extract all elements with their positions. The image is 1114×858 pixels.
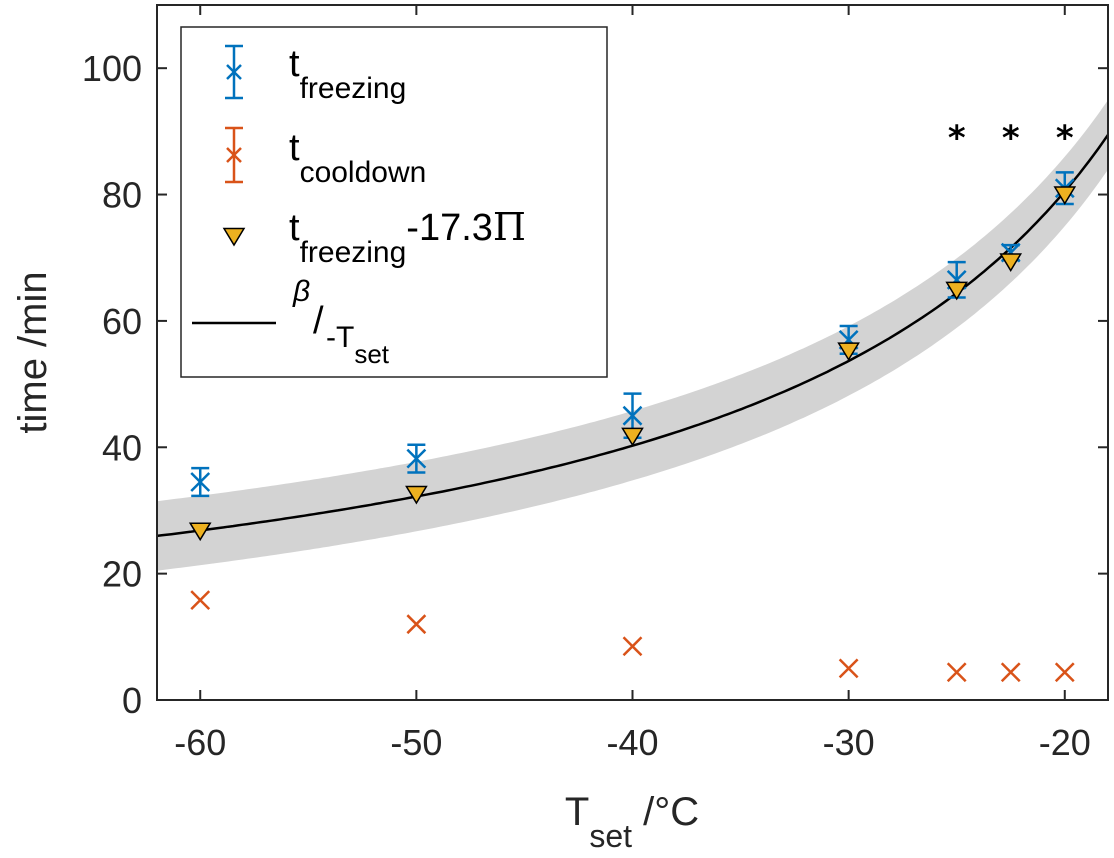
x-stroke bbox=[622, 636, 643, 657]
legend-label-corrected-symbol: Π bbox=[493, 205, 526, 249]
legend-label-fit-beta: β bbox=[292, 275, 310, 308]
legend-label-corrected-sub: freezing bbox=[300, 236, 407, 269]
x-axis-label-sub: set bbox=[589, 818, 632, 854]
y-tick-label: 40 bbox=[102, 427, 142, 468]
cooldown-point bbox=[406, 614, 427, 635]
x-axis-label: Tset /°C bbox=[565, 790, 699, 854]
legend-box bbox=[180, 26, 608, 378]
y-tick-label: 60 bbox=[102, 301, 142, 342]
cooldown-point bbox=[946, 662, 967, 683]
corrected-point bbox=[999, 253, 1023, 272]
legend-label-fit-set: set bbox=[354, 339, 389, 369]
cooldown-point bbox=[1000, 662, 1021, 683]
legend-label-fit-minus-t: -T bbox=[326, 321, 354, 354]
legend-label-cooldown-sub: cooldown bbox=[300, 156, 427, 189]
x-tick-label: -60 bbox=[174, 722, 226, 763]
x-axis-label-unit: /°C bbox=[632, 790, 699, 834]
legend-label-corrected-main: t bbox=[289, 207, 300, 249]
x-stroke bbox=[406, 448, 427, 469]
cooldown-point bbox=[190, 590, 211, 611]
corrected-point bbox=[837, 342, 860, 362]
axes-layer: -60 -50 -40 -30 -20 0 20 40 60 80 100 Tset /°C time … bbox=[11, 4, 1109, 854]
significance-star: * bbox=[1002, 118, 1020, 158]
y-tick-label: 100 bbox=[82, 48, 142, 89]
legend-label-fit-slash: / bbox=[313, 300, 324, 342]
x-stroke bbox=[1000, 662, 1021, 683]
annotations-layer: * * * bbox=[948, 118, 1074, 158]
legend-label-cooldown-main: t bbox=[289, 127, 300, 169]
legend-cooldown-x bbox=[226, 147, 242, 163]
cooldown-point bbox=[622, 636, 643, 657]
significance-star: * bbox=[948, 118, 966, 158]
freezing-point bbox=[406, 448, 427, 469]
significance-star: * bbox=[1056, 118, 1074, 158]
x-stroke bbox=[226, 147, 242, 163]
legend-label-freezing-sub: freezing bbox=[300, 72, 407, 105]
x-tick-label: -30 bbox=[823, 722, 875, 763]
legend-label-corrected: tfreezing-17.3Π bbox=[289, 205, 526, 269]
x-tick-label: -50 bbox=[390, 722, 442, 763]
x-stroke bbox=[946, 662, 967, 683]
data-marks-layer bbox=[188, 171, 1077, 683]
cooldown-point bbox=[838, 658, 859, 679]
x-stroke bbox=[1054, 662, 1075, 683]
corrected-point bbox=[405, 485, 428, 505]
legend-label-cooldown: tcooldown bbox=[289, 127, 426, 189]
corrected-point bbox=[1053, 186, 1077, 205]
x-stroke bbox=[190, 590, 211, 611]
x-stroke bbox=[226, 64, 242, 80]
x-tick-label: -40 bbox=[606, 722, 658, 763]
y-tick-label: 20 bbox=[102, 554, 142, 595]
freezing-point bbox=[622, 405, 643, 426]
legend-label-corrected-suffix: -17.3 bbox=[406, 207, 493, 249]
corrected-point bbox=[945, 281, 969, 301]
legend-label-fit-denominator: -Tset bbox=[326, 321, 390, 369]
corrected-point bbox=[621, 427, 644, 447]
x-axis-label-main: T bbox=[565, 790, 589, 834]
x-stroke bbox=[838, 658, 859, 679]
legend-corrected-symbol bbox=[222, 227, 246, 247]
cooldown-point bbox=[1054, 662, 1075, 683]
y-tick-label: 80 bbox=[102, 175, 142, 216]
legend-label-freezing: tfreezing bbox=[289, 43, 406, 105]
x-stroke bbox=[190, 472, 211, 492]
freezing-point bbox=[190, 472, 211, 492]
corrected-point bbox=[188, 522, 212, 542]
x-stroke bbox=[622, 405, 643, 426]
legend-label-freezing-main: t bbox=[289, 43, 300, 85]
y-axis-label: time /min bbox=[11, 271, 55, 433]
y-tick-label: 0 bbox=[122, 680, 142, 721]
x-tick-label: -20 bbox=[1039, 722, 1091, 763]
x-stroke bbox=[406, 614, 427, 635]
legend-freezing-x bbox=[226, 64, 242, 80]
